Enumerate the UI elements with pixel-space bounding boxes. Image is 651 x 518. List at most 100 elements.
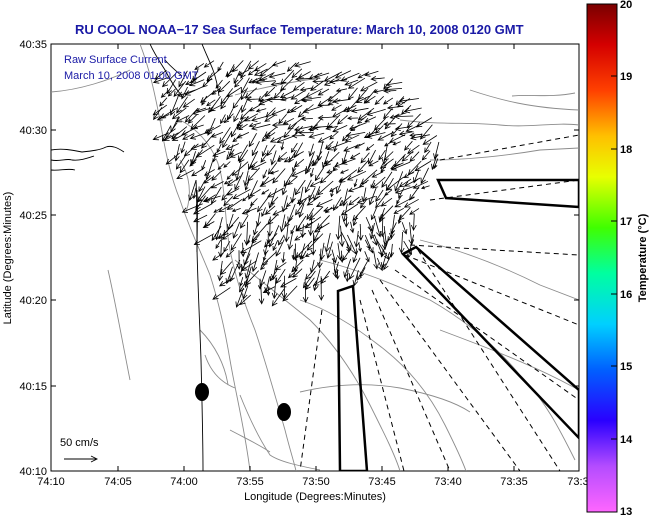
colorbar-tick-label: 16 bbox=[620, 289, 632, 301]
current-vector-arrow bbox=[251, 115, 267, 122]
current-vector-arrow bbox=[326, 141, 348, 151]
current-vector-arrow bbox=[317, 134, 333, 143]
current-vector-arrow bbox=[364, 251, 370, 263]
current-vector-arrow bbox=[236, 132, 250, 139]
current-vector-arrow bbox=[234, 172, 244, 191]
colorbar-tick-label: 20 bbox=[620, 0, 632, 11]
current-vector-arrow bbox=[182, 98, 195, 108]
current-vector-arrow bbox=[408, 222, 415, 246]
current-vector-arrow bbox=[312, 78, 330, 85]
current-vector-arrow bbox=[312, 268, 321, 292]
current-vector-arrow bbox=[269, 269, 278, 282]
current-vector-arrow bbox=[364, 239, 371, 250]
current-vector-arrow bbox=[398, 178, 412, 188]
current-vector-arrow bbox=[305, 160, 314, 175]
current-vector-arrow bbox=[383, 252, 393, 271]
current-vector-arrow bbox=[354, 142, 365, 149]
current-vector-arrow bbox=[191, 168, 203, 177]
current-vector-arrow bbox=[272, 168, 286, 184]
current-vector-arrow bbox=[283, 170, 295, 187]
current-vector-arrow bbox=[373, 89, 385, 94]
x-tick-label: 74:05 bbox=[104, 476, 132, 488]
current-vector-arrow bbox=[261, 132, 271, 142]
current-vector-arrow bbox=[420, 167, 429, 185]
current-vector-arrow bbox=[295, 240, 313, 259]
current-vector-arrow bbox=[202, 195, 221, 203]
current-vector-arrow bbox=[393, 207, 404, 214]
current-vector-arrow bbox=[192, 187, 197, 200]
current-vector-arrow bbox=[421, 150, 431, 161]
current-vector-arrow bbox=[398, 207, 411, 221]
current-vector-arrow bbox=[171, 107, 187, 120]
current-vector-arrow bbox=[171, 131, 189, 141]
current-vector-arrow bbox=[352, 250, 359, 263]
current-vector-arrow bbox=[286, 105, 297, 114]
current-vector-arrow bbox=[371, 171, 384, 178]
current-vector-arrow bbox=[370, 76, 385, 82]
current-vector-arrow bbox=[325, 125, 339, 131]
current-vector-arrow bbox=[188, 180, 197, 202]
current-vector-arrow bbox=[232, 95, 242, 109]
surface-current-vectors bbox=[152, 60, 440, 308]
current-vector-arrow bbox=[308, 132, 325, 139]
current-vector-arrow bbox=[225, 249, 235, 258]
current-vector-arrow bbox=[235, 162, 242, 181]
current-vector-arrow bbox=[249, 161, 258, 169]
current-vector-arrow bbox=[409, 151, 420, 163]
current-vector-arrow bbox=[304, 251, 315, 257]
legend-current-time: March 10, 2008 01:00 GMT bbox=[64, 70, 199, 82]
current-vector-arrow bbox=[255, 108, 267, 113]
current-vector-arrow bbox=[233, 105, 243, 123]
current-vector-arrow bbox=[422, 135, 438, 145]
current-vector-arrow bbox=[271, 288, 285, 307]
current-vector-arrow bbox=[210, 131, 224, 138]
current-vector-arrow bbox=[220, 114, 226, 125]
current-vector-arrow bbox=[332, 258, 339, 279]
current-vector-arrow bbox=[344, 79, 359, 86]
current-vector-arrow bbox=[251, 234, 260, 244]
current-vector-arrow bbox=[223, 179, 233, 185]
current-vector-arrow bbox=[357, 160, 369, 174]
current-vector-arrow bbox=[329, 78, 348, 85]
current-vector-arrow bbox=[306, 195, 321, 206]
x-tick-label: 73:50 bbox=[302, 476, 330, 488]
current-vector-arrow bbox=[291, 259, 304, 273]
current-vector-arrow bbox=[267, 213, 279, 225]
current-vector-arrow bbox=[381, 144, 388, 165]
current-vector-arrow bbox=[360, 152, 370, 164]
current-vector-arrow bbox=[355, 95, 370, 103]
current-vector-arrow bbox=[165, 122, 178, 139]
current-vector-arrow bbox=[282, 285, 298, 302]
current-vector-arrow bbox=[247, 68, 258, 76]
current-vector-arrow bbox=[353, 178, 358, 188]
current-vector-arrow bbox=[360, 81, 378, 92]
current-vector-arrow bbox=[331, 107, 350, 118]
current-vector-arrow bbox=[370, 179, 375, 189]
current-vector-arrow bbox=[323, 206, 339, 213]
current-vector-arrow bbox=[242, 285, 249, 300]
station-marker-west bbox=[195, 383, 209, 401]
current-vector-arrow bbox=[372, 176, 386, 189]
colorbar-gradient bbox=[586, 3, 618, 513]
current-vector-arrow bbox=[302, 106, 322, 114]
current-vector-arrow bbox=[237, 69, 249, 76]
current-vector-arrow bbox=[364, 234, 374, 254]
current-vector-arrow bbox=[379, 158, 394, 169]
current-vector-arrow bbox=[410, 134, 430, 141]
current-vector-arrow bbox=[270, 196, 279, 206]
current-vector-arrow bbox=[276, 135, 294, 144]
current-vector-arrow bbox=[248, 122, 262, 128]
current-vector-arrow bbox=[335, 269, 340, 280]
current-vector-arrow bbox=[251, 141, 260, 157]
current-vector-arrow bbox=[387, 230, 395, 242]
current-vector-arrow bbox=[353, 230, 360, 248]
current-vector-arrow bbox=[229, 259, 241, 283]
current-vector-arrow bbox=[231, 161, 249, 176]
current-vector-arrow bbox=[294, 158, 305, 168]
current-vector-arrow bbox=[381, 171, 393, 188]
current-vector-arrow bbox=[369, 222, 375, 240]
current-vector-arrow bbox=[311, 158, 321, 167]
temperature-colorbar: 20 19 18 17 16 15 14 13 Temperature (°C) bbox=[586, 0, 649, 518]
current-vector-arrow bbox=[192, 107, 213, 115]
current-vector-arrow bbox=[259, 63, 276, 77]
